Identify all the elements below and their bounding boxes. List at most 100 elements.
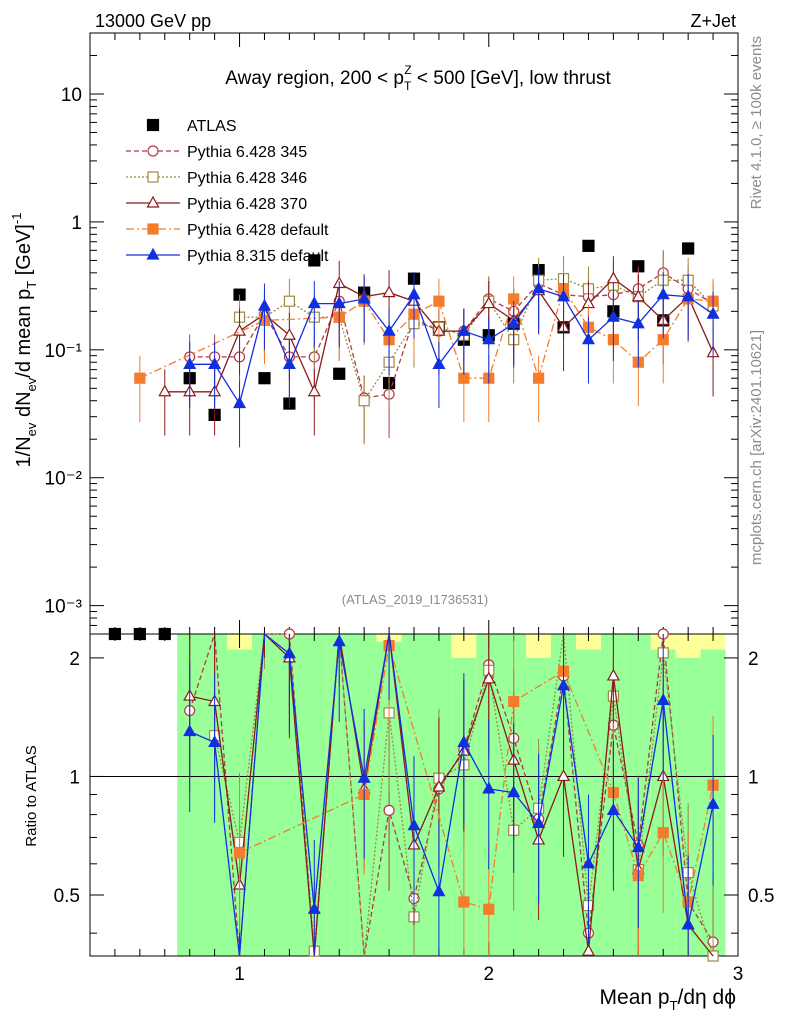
header-right: Z+Jet [690,11,736,31]
marker-p6def [134,372,146,384]
ratio-marker-p6def [657,827,669,839]
ratio-marker-p345 [383,804,395,816]
ratio-marker-p8 [532,816,546,828]
marker-atlas [258,372,271,385]
ratio-marker-p8 [706,797,720,809]
marker-p8 [557,289,571,302]
marker-p8 [233,396,247,409]
ratio-marker-p8 [581,856,595,869]
ratio-marker-p8 [407,818,421,831]
marker-p8 [606,309,620,322]
legend-label-p8: Pythia 8.315 default [187,248,329,265]
ratio-marker-p370 [606,668,620,681]
marker-p8 [482,332,496,345]
marker-p370 [382,285,396,298]
marker-p8 [208,357,222,369]
marker-atlas [108,627,122,641]
ratio-marker-p8 [507,785,521,798]
ratio-marker-p370 [482,671,496,684]
marker-atlas [582,239,595,252]
header-left: 13000 GeV pp [95,11,211,31]
marker-p370 [158,384,172,397]
ratio-marker-p370 [432,779,446,792]
legend-label-atlas: ATLAS [187,118,237,135]
ratio-marker-p8 [183,724,197,737]
y-tick-label: 10 [61,85,82,106]
ratio-marker-p8 [282,646,296,659]
marker-p6def [533,372,545,384]
ratio-marker-p6def [508,695,520,708]
ratio-marker-p8 [457,735,471,748]
ratio-marker-p370 [581,943,595,956]
legend-marker-p8 [146,247,160,260]
marker-p8 [357,291,371,304]
marker-p8 [706,306,720,319]
marker-p370 [282,328,296,340]
marker-p370 [606,271,620,284]
marker-p370 [631,289,645,302]
rivet-label: Rivet 4.1.0, ≥ 100k events [748,36,765,209]
marker-p8 [532,281,546,294]
ratio-marker-p8 [557,678,571,691]
ratio-tick-label: 0.5 [54,886,80,907]
ratio-line-p370 [189,632,714,957]
marker-p8 [681,289,695,302]
ratio-line-p8 [189,632,714,957]
y-tick-label: 10⁻³ [45,597,83,618]
marker-atlas [682,242,695,255]
marker-p8 [407,287,421,300]
ratio-tick-label: 1 [69,767,80,788]
y-tick-label: 1 [71,213,82,234]
ratio-tick-label-right: 1 [748,767,759,788]
legend-marker-p346 [147,171,159,183]
marker-p8 [382,323,396,336]
x-tick-label: 2 [483,964,494,985]
legend-label-p346: Pythia 6.428 346 [187,170,307,187]
marker-p6def [433,295,445,307]
marker-atlas [308,254,321,267]
ratio-marker-p8 [332,634,346,647]
ratio-marker-p6def [483,903,495,915]
ratio-tick-label: 2 [69,649,80,670]
marker-p346 [358,395,370,407]
mcplots-label: mcplots.cern.ch [arXiv:2401.10621] [748,330,765,565]
ratio-marker-p8 [482,781,496,794]
marker-p8 [507,316,521,329]
chart-title: Away region, 200 < pTZ < 500 [GeV], low … [225,63,611,93]
marker-p346 [283,295,295,307]
ratio-marker-p6def [233,847,246,859]
ratio-line-p346 [213,633,714,957]
legend-label-p345: Pythia 6.428 345 [187,144,307,161]
ratio-tick-label-right: 0.5 [748,886,774,907]
marker-p8 [631,316,645,329]
marker-p8 [257,298,271,311]
ratio-marker-p8 [208,735,222,748]
legend-marker-atlas [146,118,160,132]
marker-p8 [183,357,197,369]
series-line-p8 [189,288,714,406]
ratio-marker-p8 [606,803,620,815]
ratio-series [183,628,720,962]
ratio-line-p6def [239,645,714,911]
marker-atlas [333,367,346,380]
ratio-marker-p8 [432,884,446,897]
marker-p8 [282,357,296,369]
x-tick-label: 3 [733,964,744,985]
marker-p8 [432,357,446,369]
legend: ATLAS Pythia 6.428 345 Pythia 6.428 346 Pyt… [126,118,329,265]
marker-atlas [133,627,146,641]
y-axis-label: 1/Nev dNev/d mean pT [GeV]-1 [9,213,39,468]
ratio-y-axis-label: Ratio to ATLAS [23,745,40,846]
x-tick-label: 1 [234,964,245,985]
marker-p370 [482,296,496,309]
marker-atlas [158,627,171,641]
marker-p370 [307,384,321,397]
marker-p8 [581,332,595,345]
legend-marker-p370 [146,195,160,208]
marker-p8 [307,296,321,309]
legend-marker-p345 [147,145,159,157]
ratio-marker-p8 [681,917,695,930]
ratio-marker-p8 [656,693,670,705]
ratio-marker-p370 [557,769,571,782]
